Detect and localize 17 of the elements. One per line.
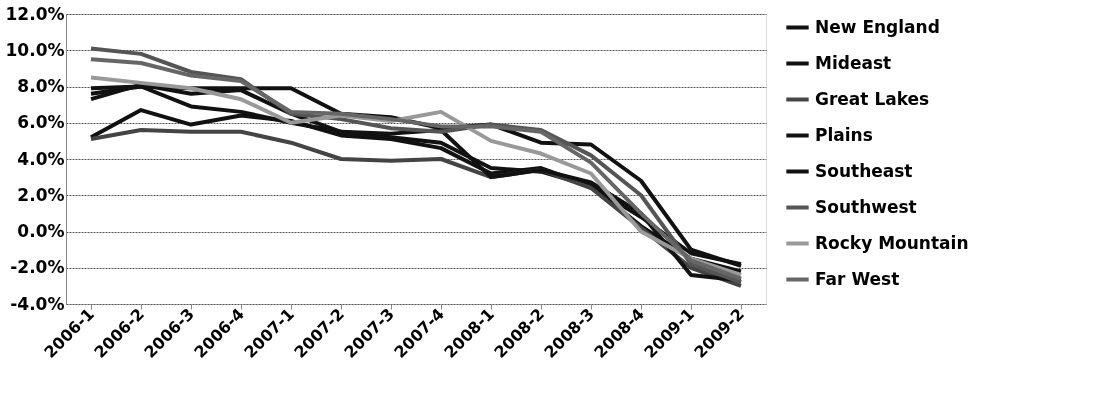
legend-label: Mideast [815,52,892,73]
y-tick-label: 8.0% [17,76,65,96]
y-tick-label: -4.0% [10,293,65,314]
y-tick-label: -2.0% [10,257,65,278]
legend-label: Far West [815,268,900,289]
legend-label: Plains [815,124,873,145]
legend-label: Southeast [815,160,913,181]
y-tick-label: 6.0% [17,112,65,133]
y-tick-label: 10.0% [5,39,65,60]
y-tick-label: 2.0% [17,184,65,205]
y-tick-label: 0.0% [17,221,65,241]
y-tick-label: 12.0% [5,3,65,24]
legend-label: Great Lakes [815,88,930,109]
legend-label: Southwest [815,196,917,217]
y-tick-label: 4.0% [17,148,65,169]
legend-label: Rocky Mountain [815,232,969,253]
legend-label: New England [815,16,940,37]
